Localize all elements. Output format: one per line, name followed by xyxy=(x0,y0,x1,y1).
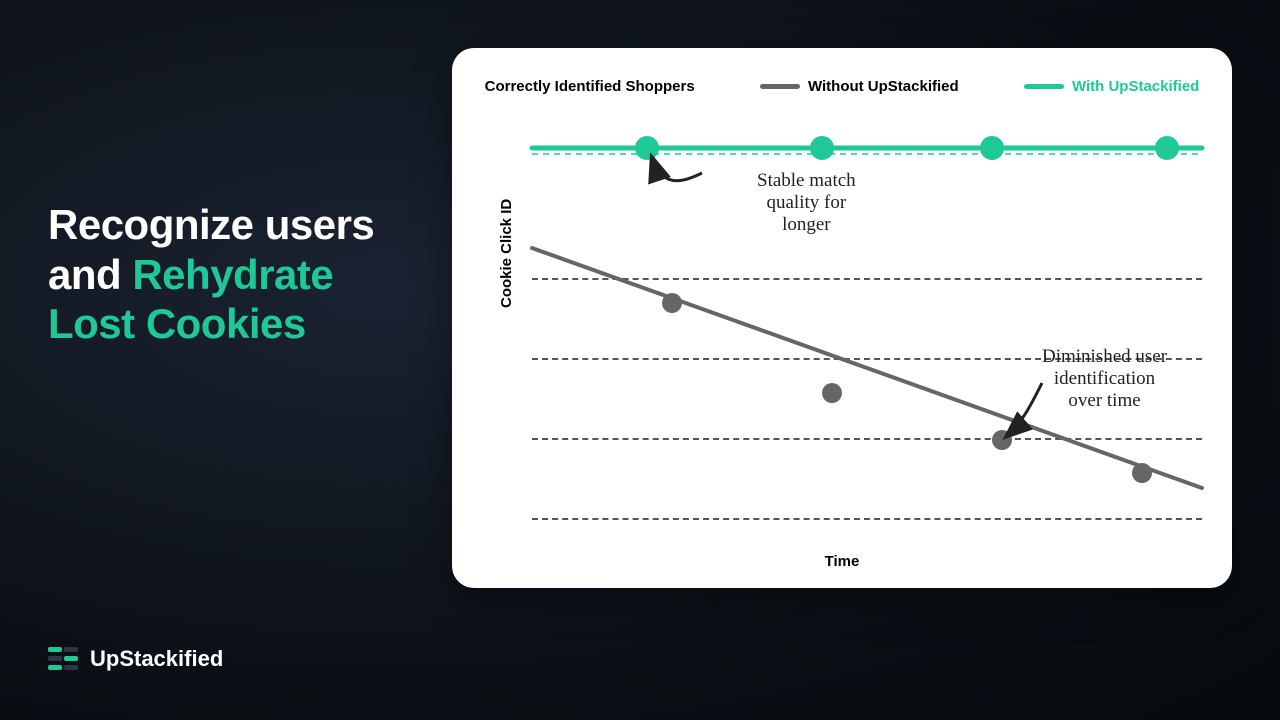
y-axis-label: Cookie Click ID xyxy=(498,199,515,308)
chart-svg xyxy=(532,128,1202,528)
chart-title: Correctly Identified Shoppers xyxy=(485,78,695,95)
annotation-stable: Stable match quality for longer xyxy=(757,170,856,236)
plot-area: Stable match quality for longer Diminish… xyxy=(532,128,1202,528)
chart-card: Correctly Identified Shoppers Without Up… xyxy=(452,48,1232,588)
brand-logo-icon xyxy=(48,647,78,671)
headline-line-2a: and xyxy=(48,251,132,298)
legend-swatch-green xyxy=(1024,84,1064,89)
legend-label-with: With UpStackified xyxy=(1072,78,1199,95)
legend-swatch-gray xyxy=(760,84,800,89)
annotation-diminished: Diminished user identification over time xyxy=(1042,346,1167,412)
legend-label-without: Without UpStackified xyxy=(808,78,959,95)
headline: Recognize users and Rehydrate Lost Cooki… xyxy=(48,200,428,349)
headline-line-1: Recognize users xyxy=(48,201,374,248)
headline-line-3: Lost Cookies xyxy=(48,300,306,347)
legend-with: With UpStackified xyxy=(1024,78,1199,95)
headline-line-2b: Rehydrate xyxy=(132,251,333,298)
brand-name: UpStackified xyxy=(90,646,223,672)
brand: UpStackified xyxy=(48,646,223,672)
chart-header: Correctly Identified Shoppers Without Up… xyxy=(452,78,1232,95)
legend-without: Without UpStackified xyxy=(760,78,959,95)
x-axis-label: Time xyxy=(452,553,1232,570)
